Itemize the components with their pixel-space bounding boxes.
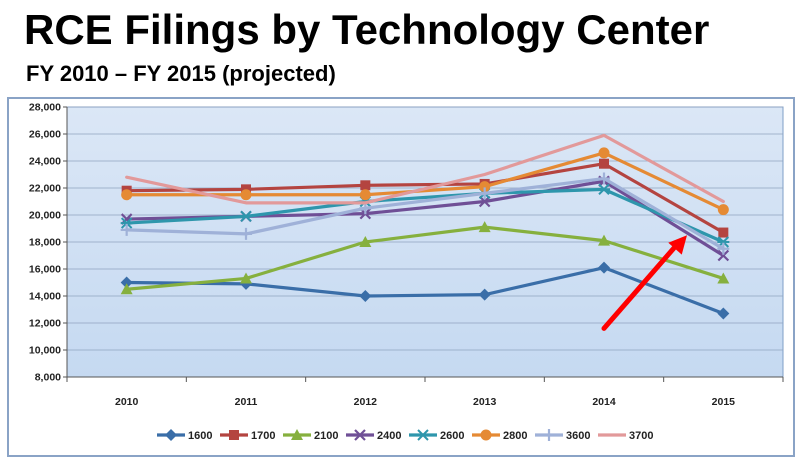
legend-marker-2600 xyxy=(417,429,429,441)
y-tick-label: 14,000 xyxy=(29,291,61,303)
data-point-2100-2012 xyxy=(359,236,372,247)
annotation-arrow-head xyxy=(668,235,687,255)
y-tick-label: 20,000 xyxy=(29,210,61,222)
x-tick-label: 2013 xyxy=(473,396,497,408)
y-tick-label: 8,000 xyxy=(35,372,61,384)
data-point-2800-2013 xyxy=(479,181,491,193)
y-tick-label: 28,000 xyxy=(29,102,61,114)
data-point-2600-2010 xyxy=(120,217,133,229)
y-tick-label: 26,000 xyxy=(29,129,61,141)
series-3700 xyxy=(125,133,725,205)
data-point-2800-2011 xyxy=(240,189,252,201)
line-chart: 8,000 10,000 12,000 14,000 16,000 18,000 20,00… xyxy=(29,102,784,442)
y-tick-label: 18,000 xyxy=(29,237,61,249)
legend-marker-2400 xyxy=(354,429,366,441)
legend-label-2800: 2800 xyxy=(503,430,527,442)
x-tick-label: 2015 xyxy=(712,396,736,408)
series-line-1600 xyxy=(125,266,725,316)
data-point-3600-2010 xyxy=(120,223,133,236)
data-point-2800-2015 xyxy=(717,204,729,216)
data-point-2800-2014 xyxy=(598,147,610,159)
data-point-2800-2010 xyxy=(121,189,133,201)
legend-marker-2100 xyxy=(291,429,303,440)
legend-item-3600: 3600 xyxy=(535,429,590,442)
legend-label-2100: 2100 xyxy=(314,430,338,442)
x-tick-label: 2011 xyxy=(235,396,258,408)
data-point-2100-2010 xyxy=(120,283,133,295)
legend-label-1700: 1700 xyxy=(251,430,275,442)
data-point-1600-2013 xyxy=(478,288,491,301)
legend-item-1600: 1600 xyxy=(157,429,212,442)
annotation-arrow-shaft xyxy=(601,239,682,331)
y-tick-label: 22,000 xyxy=(29,183,61,195)
legend-marker-3600 xyxy=(543,429,555,441)
data-point-3600-2014 xyxy=(598,172,610,185)
legend-marker-1600 xyxy=(165,429,177,441)
legend-marker-1700 xyxy=(229,430,239,440)
series-line-2100 xyxy=(125,225,725,291)
legend-label-3700: 3700 xyxy=(629,430,653,442)
legend-item-2600: 2600 xyxy=(409,429,464,442)
series-2800 xyxy=(121,147,729,216)
legend-label-1600: 1600 xyxy=(188,430,212,442)
legend-item-1700: 1700 xyxy=(220,430,275,442)
legend-label-3600: 3600 xyxy=(566,430,590,442)
annotation-arrow xyxy=(601,235,687,331)
series-line-2600 xyxy=(125,187,725,244)
y-tick-label: 10,000 xyxy=(29,345,61,357)
data-point-1600-2014 xyxy=(598,261,610,274)
x-tick-label: 2014 xyxy=(592,396,616,408)
series-line-3600 xyxy=(125,176,725,251)
data-point-1700-2012 xyxy=(360,180,371,191)
legend-item-3700: 3700 xyxy=(598,430,653,442)
data-point-2400-2015 xyxy=(717,249,730,262)
legend-item-2800: 2800 xyxy=(472,429,527,442)
legend-label-2600: 2600 xyxy=(440,430,464,442)
data-point-1700-2015 xyxy=(718,227,729,238)
slide-title: RCE Filings by Technology Center xyxy=(24,6,710,53)
legend-item-2400: 2400 xyxy=(346,429,401,442)
y-tick-label: 12,000 xyxy=(29,318,61,330)
data-point-1600-2015 xyxy=(717,307,730,320)
legend-item-2100: 2100 xyxy=(283,429,338,442)
data-point-2100-2014 xyxy=(598,234,610,246)
data-point-2100-2011 xyxy=(240,272,252,284)
legend-label-2400: 2400 xyxy=(377,430,401,442)
slide-subtitle: FY 2010 – FY 2015 (projected) xyxy=(26,61,336,86)
data-point-2100-2013 xyxy=(478,221,491,233)
series-3600 xyxy=(120,172,730,255)
series-line-3700 xyxy=(125,133,725,205)
data-point-3600-2011 xyxy=(240,227,252,240)
data-point-2800-2012 xyxy=(359,189,371,201)
data-point-3600-2013 xyxy=(478,187,491,200)
data-point-1700-2014 xyxy=(599,158,609,169)
x-tick-label: 2012 xyxy=(354,396,378,408)
series-line-1700 xyxy=(125,162,725,235)
legend-marker-2800 xyxy=(480,429,492,441)
data-point-1600-2012 xyxy=(359,290,372,302)
y-tick-label: 24,000 xyxy=(29,156,61,168)
data-point-3600-2015 xyxy=(717,242,730,255)
y-tick-label: 16,000 xyxy=(29,264,61,276)
data-point-2400-2013 xyxy=(478,195,491,208)
series-2100 xyxy=(120,221,730,295)
chart-frame: 8,000 10,000 12,000 14,000 16,000 18,000 20,00… xyxy=(7,97,795,457)
x-tick-label: 2010 xyxy=(115,396,139,408)
series-line-2800 xyxy=(125,151,725,212)
data-point-2600-2011 xyxy=(240,210,252,223)
data-point-2600-2014 xyxy=(598,183,610,196)
data-point-2100-2015 xyxy=(717,272,730,284)
data-point-1600-2010 xyxy=(120,276,133,289)
